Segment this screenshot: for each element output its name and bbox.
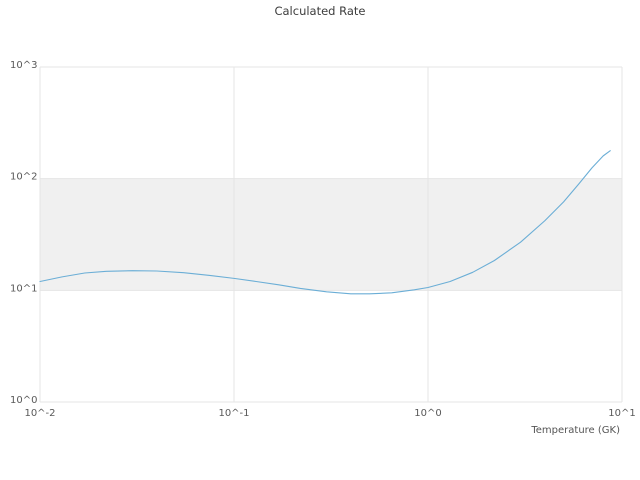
chart-title: Calculated Rate [274,4,366,18]
y-axis-tick-label: 10^0 [10,395,37,406]
rate-line [39,150,611,295]
x-axis-tick-label: 10^1 [608,408,635,419]
x-axis-tick-label: 10^-2 [24,408,55,419]
x-axis-tick-label: 10^-1 [218,408,249,419]
y-axis-tick-label: 10^3 [10,60,37,71]
x-axis-title: Temperature (GK) [531,425,620,436]
x-axis-tick-label: 10^0 [414,408,441,419]
y-axis-tick-label: 10^1 [10,283,37,294]
y-axis-tick-label: 10^2 [10,172,37,183]
grid-band [40,178,622,291]
